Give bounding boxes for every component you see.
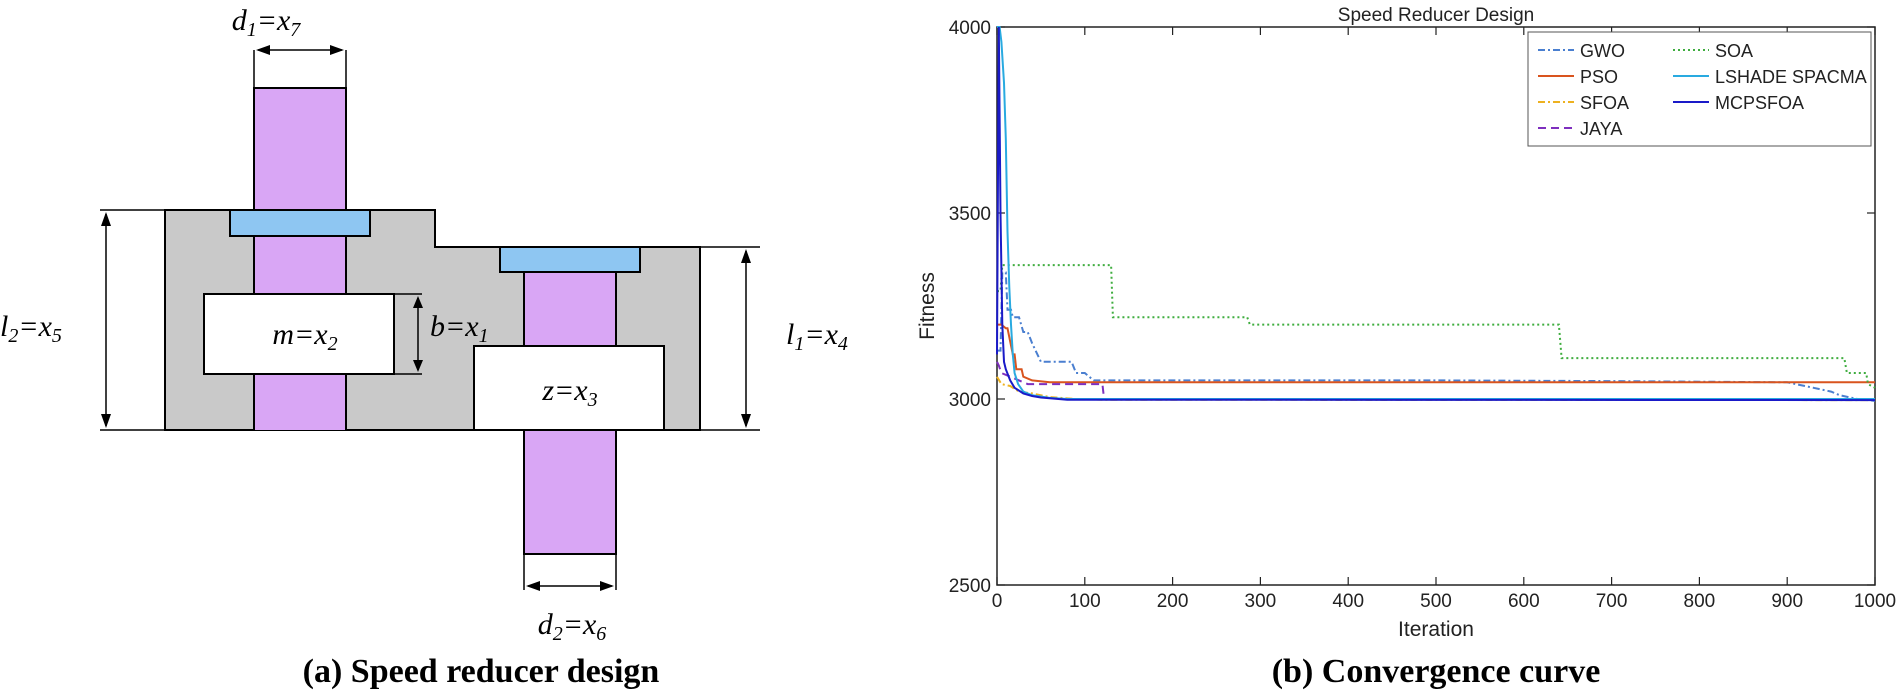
y-tick-label: 3500 <box>949 204 991 225</box>
series-layer <box>996 26 1876 402</box>
label-m: m=x2 <box>272 318 337 355</box>
label-d2: d2=x6 <box>538 608 607 645</box>
legend: GWO PSO SFOA JAYA SOA LSHADE SPACMA MCPSFOA <box>1527 31 1872 147</box>
legend-label-sfoa: SFOA <box>1580 93 1629 113</box>
series-line-sfoa <box>996 376 1876 402</box>
x-tick-label: 700 <box>1596 591 1628 612</box>
convergence-chart: Speed Reducer Design 2500 3000 3500 4000 0 1… <box>916 5 1896 690</box>
x-tick-label: 100 <box>1069 591 1101 612</box>
label-d1: d1=x7 <box>232 4 302 41</box>
legend-label-jaya: JAYA <box>1580 119 1622 139</box>
shaft-1-middle <box>254 236 346 294</box>
caption-b: (b) Convergence curve <box>1272 653 1601 690</box>
label-b: b=x1 <box>430 310 489 347</box>
y-tick-label: 3000 <box>949 390 991 411</box>
legend-label-gwo: GWO <box>1580 41 1625 61</box>
y-axis-label: Fitness <box>916 272 939 340</box>
legend-label-soa: SOA <box>1715 41 1753 61</box>
x-tick-label: 500 <box>1420 591 1452 612</box>
label-z: z=x3 <box>541 374 597 411</box>
x-tick-label: 200 <box>1157 591 1189 612</box>
x-tick-label: 0 <box>992 591 1003 612</box>
series-line-mcpsfoa <box>996 26 1876 402</box>
speed-reducer-diagram: d1=x7 d2=x6 l2=x5 l1=x4 m=x2 b=x1 z=x3 (… <box>0 4 848 690</box>
caption-a: (a) Speed reducer design <box>303 653 660 690</box>
x-axis-label: Iteration <box>1398 618 1474 641</box>
x-axis: 0 100 200 300 400 500 600 700 800 900 1000 <box>992 27 1896 612</box>
label-l2: l2=x5 <box>0 310 62 347</box>
x-tick-label: 1000 <box>1854 591 1896 612</box>
y-tick-label: 2500 <box>949 576 991 597</box>
x-tick-label: 400 <box>1332 591 1364 612</box>
x-tick-label: 900 <box>1771 591 1803 612</box>
legend-label-lshade-spacma: LSHADE SPACMA <box>1715 67 1867 87</box>
shaft-2-upper <box>524 272 616 346</box>
chart-title: Speed Reducer Design <box>1338 5 1534 26</box>
gear-z <box>473 345 665 431</box>
legend-label-pso: PSO <box>1580 67 1618 87</box>
label-l1: l1=x4 <box>786 318 848 355</box>
y-axis: 2500 3000 3500 4000 <box>949 18 1875 597</box>
shaft-1-top <box>253 87 347 211</box>
series-line-pso <box>997 323 1875 384</box>
gear-m <box>203 293 395 375</box>
x-tick-label: 600 <box>1508 591 1540 612</box>
bearing-2 <box>499 246 641 273</box>
shaft-2-bottom <box>523 429 617 555</box>
y-tick-label: 4000 <box>949 18 991 39</box>
bearing-1 <box>229 209 371 237</box>
x-tick-label: 800 <box>1684 591 1716 612</box>
legend-label-mcpsfoa: MCPSFOA <box>1715 93 1804 113</box>
x-tick-label: 300 <box>1245 591 1277 612</box>
